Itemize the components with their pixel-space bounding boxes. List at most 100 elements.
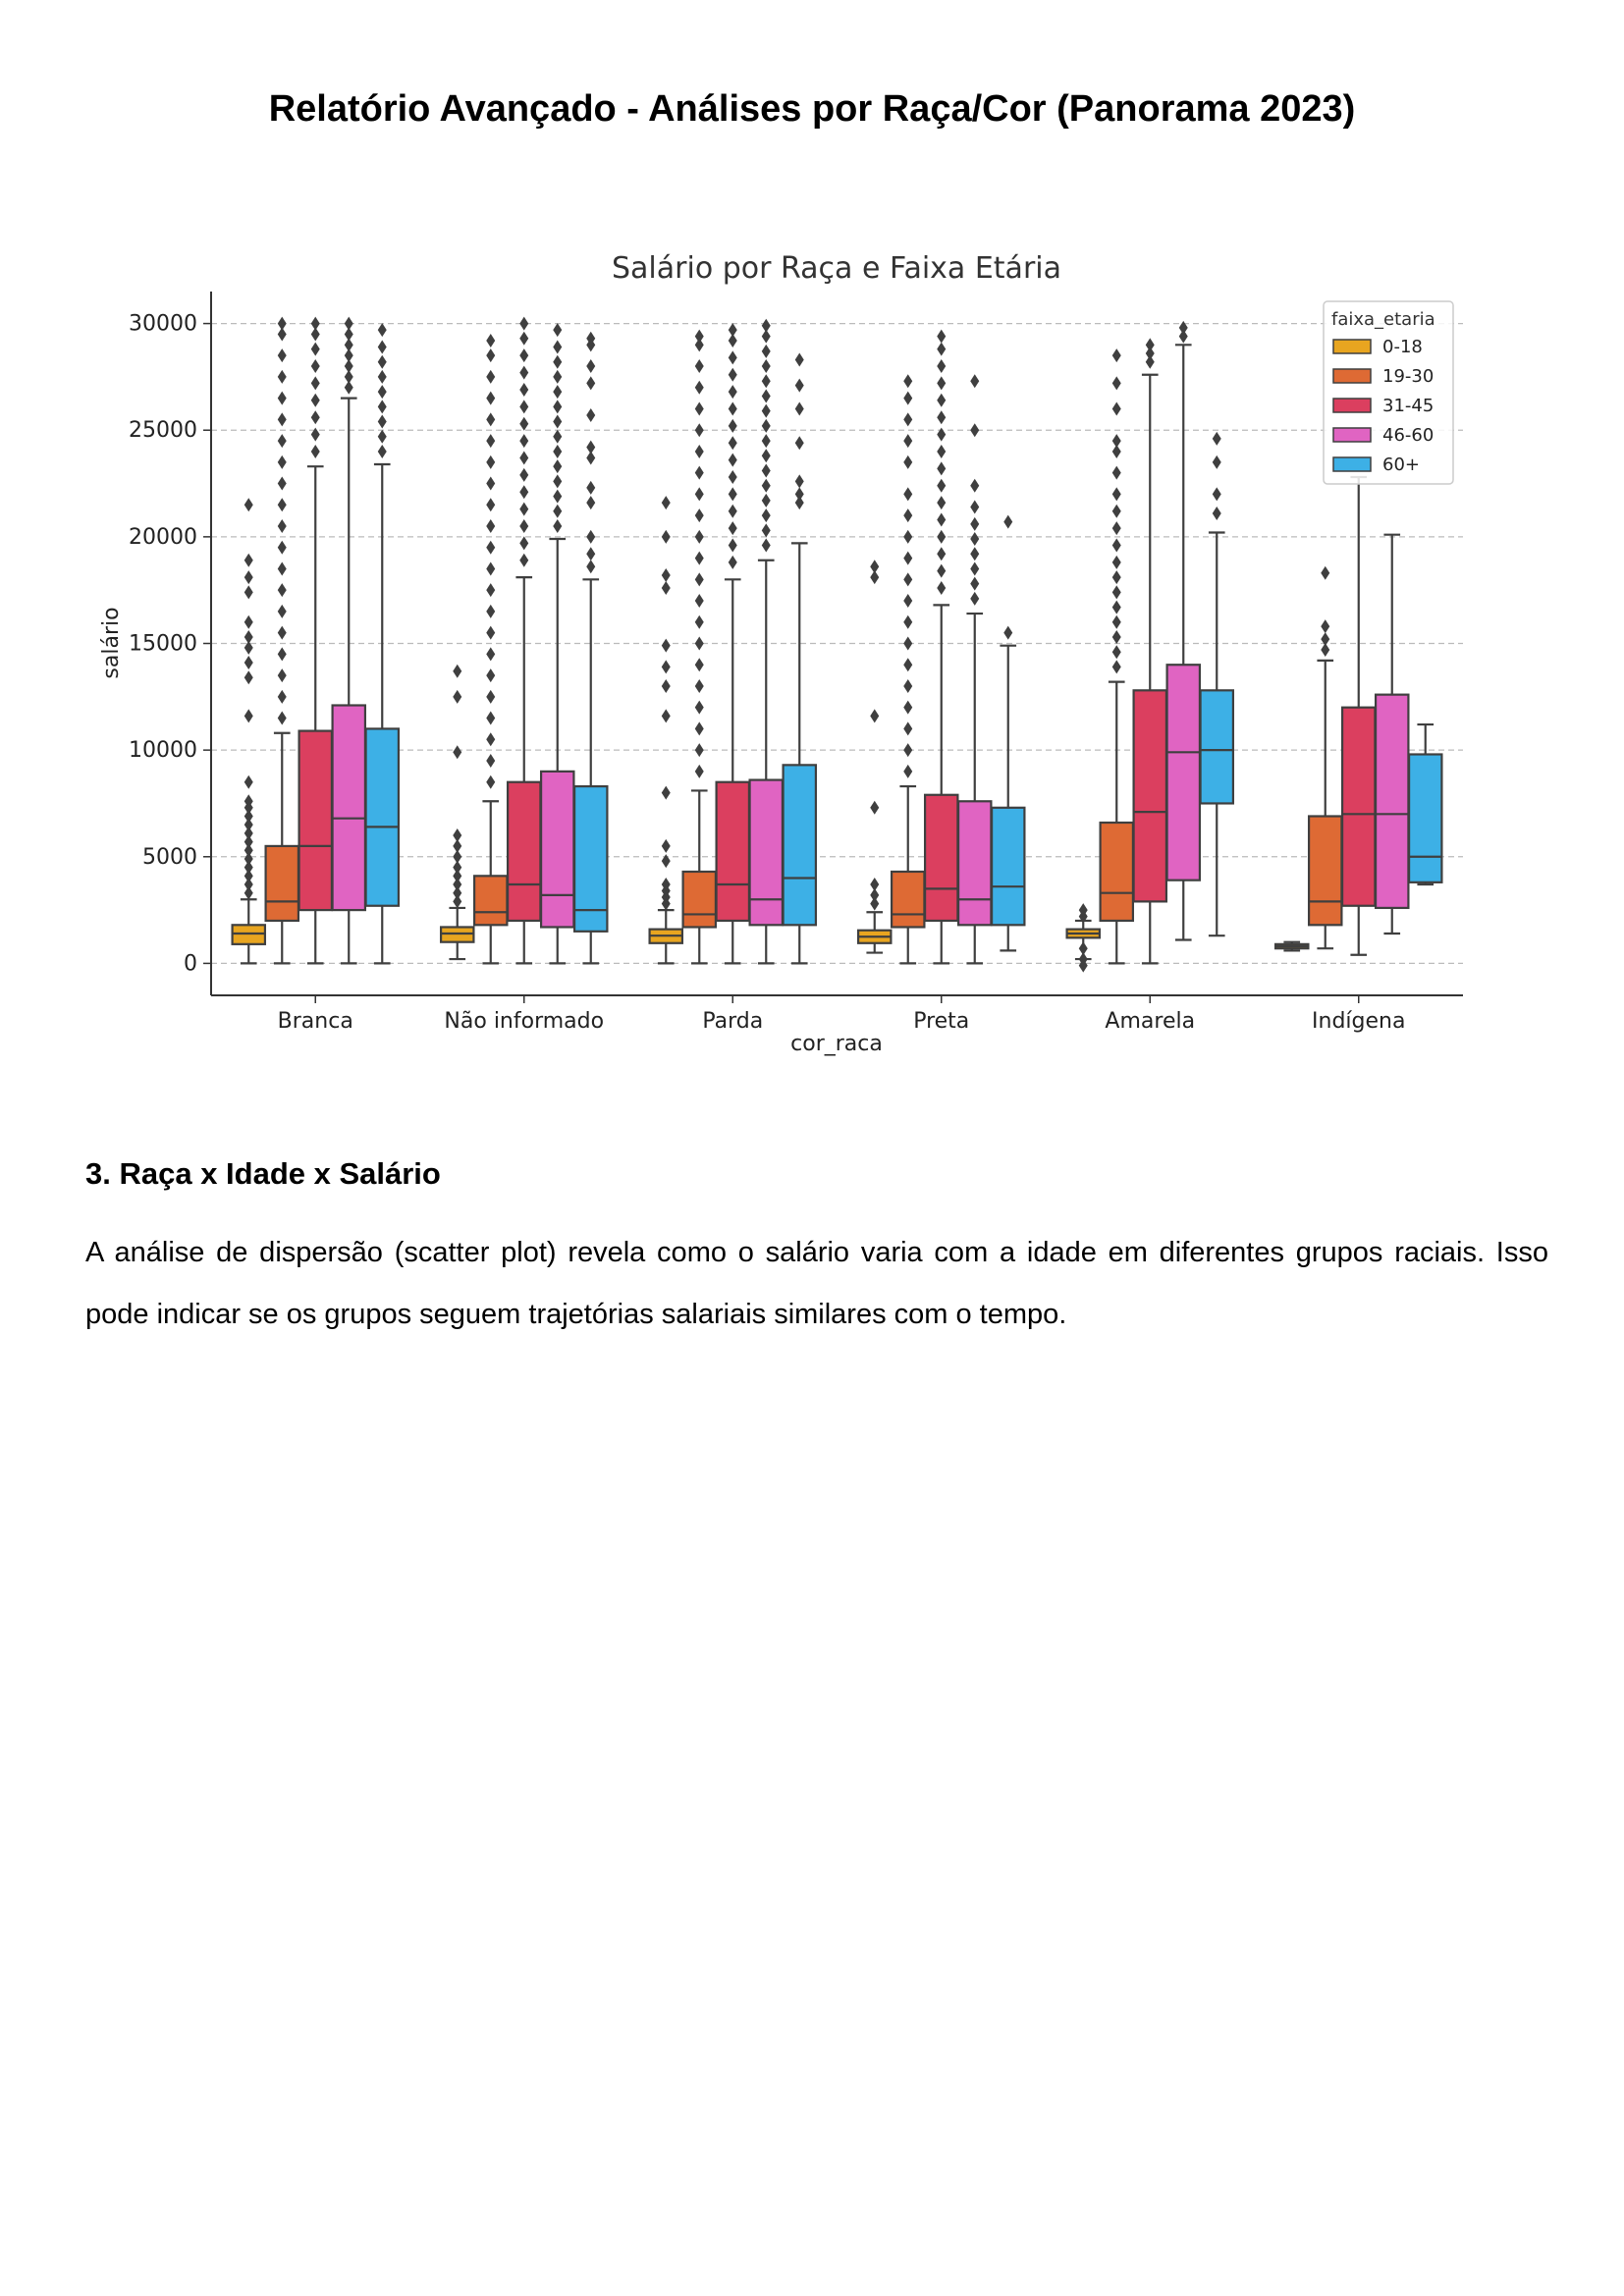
iqr-box [956,800,993,927]
outlier-marker [937,427,947,442]
outlier-marker [794,352,804,367]
outlier-marker [453,860,462,875]
box-31-45-Preta [923,329,959,965]
outlier-marker [903,487,913,502]
box-46-60-Amarela [1165,320,1202,941]
outlier-marker [937,444,947,458]
outlier-marker [728,470,737,485]
outlier-marker [344,369,353,384]
outlier-marker [310,410,320,425]
box-31-45-Branca [298,316,334,965]
outlier-marker [761,359,771,374]
outlier-marker [661,785,671,800]
outlier-marker [728,453,737,467]
outlier-marker [453,828,462,843]
legend-label: 0-18 [1382,337,1423,357]
iqr-box [1407,753,1443,883]
x-tick-label: Indígena [1312,1009,1405,1034]
outlier-marker [903,412,913,427]
outlier-marker [344,327,353,342]
outlier-marker [870,878,880,892]
box-0-18-Indígena [1273,940,1310,952]
outlier-marker [728,418,737,433]
outlier-marker [586,547,596,561]
outlier-marker [937,478,947,493]
outlier-marker [761,538,771,553]
x-tick-label: Branca [278,1009,353,1034]
outlier-marker [519,365,529,380]
outlier-marker [903,594,913,609]
outlier-marker [694,764,704,778]
outlier-marker [486,476,496,491]
outlier-marker [1178,329,1188,344]
outlier-marker [761,329,771,344]
outlier-marker [937,376,947,391]
outlier-marker [728,521,737,536]
outlier-marker [344,359,353,374]
outlier-marker [970,516,980,531]
outlier-marker [277,327,287,342]
outlier-marker [1111,614,1121,629]
iqr-box [264,844,300,923]
outlier-marker [761,463,771,478]
outlier-marker [486,604,496,618]
outlier-marker [453,689,462,704]
outlier-marker [794,436,804,451]
outlier-marker [453,869,462,883]
outlier-marker [277,689,287,704]
outlier-marker [486,333,496,347]
box-0-18-Não informado [439,664,475,961]
outlier-marker [244,794,253,809]
body-paragraph: A análise de dispersão (scatter plot) re… [85,1237,1548,1330]
outlier-marker [377,444,387,458]
outlier-marker [310,342,320,356]
iqr-box [681,870,718,929]
outlier-marker [519,553,529,567]
outlier-marker [553,489,563,504]
outlier-marker [553,323,563,338]
outlier-marker [277,561,287,576]
outlier-marker [453,878,462,892]
outlier-marker [244,878,253,892]
outlier-marker [453,885,462,900]
outlier-marker [486,732,496,747]
outlier-marker [937,563,947,578]
box-31-45-Não informado [506,316,542,965]
outlier-marker [277,412,287,427]
outlier-marker [486,412,496,427]
outlier-marker [970,576,980,591]
outlier-marker [553,340,563,354]
outlier-marker [1111,376,1121,391]
outlier-marker [586,560,596,574]
outlier-marker [244,670,253,685]
iqr-box [1132,689,1168,903]
outlier-marker [310,359,320,374]
outlier-marker [377,414,387,429]
outlier-marker [937,329,947,344]
x-tick-label: Não informado [444,1009,604,1034]
iqr-box [715,780,751,923]
outlier-marker [1111,538,1121,553]
outlier-marker [1111,487,1121,502]
iqr-box [572,784,609,933]
legend-swatch [1332,339,1372,354]
outlier-marker [244,570,253,585]
x-tick-label: Parda [702,1009,763,1034]
outlier-marker [694,658,704,672]
outlier-marker [1078,941,1088,956]
outlier-marker [553,429,563,444]
legend-swatch [1332,368,1372,384]
outlier-marker [310,444,320,458]
outlier-marker [1078,958,1088,973]
outlier-marker [903,658,913,672]
outlier-marker [1212,487,1221,502]
outlier-marker [728,385,737,400]
outlier-marker [486,625,496,640]
outlier-marker [661,709,671,723]
outlier-marker [970,561,980,576]
iqr-box [539,770,575,929]
outlier-marker [1111,555,1121,569]
outlier-marker [728,555,737,569]
outlier-marker [903,636,913,651]
outlier-marker [661,878,671,892]
